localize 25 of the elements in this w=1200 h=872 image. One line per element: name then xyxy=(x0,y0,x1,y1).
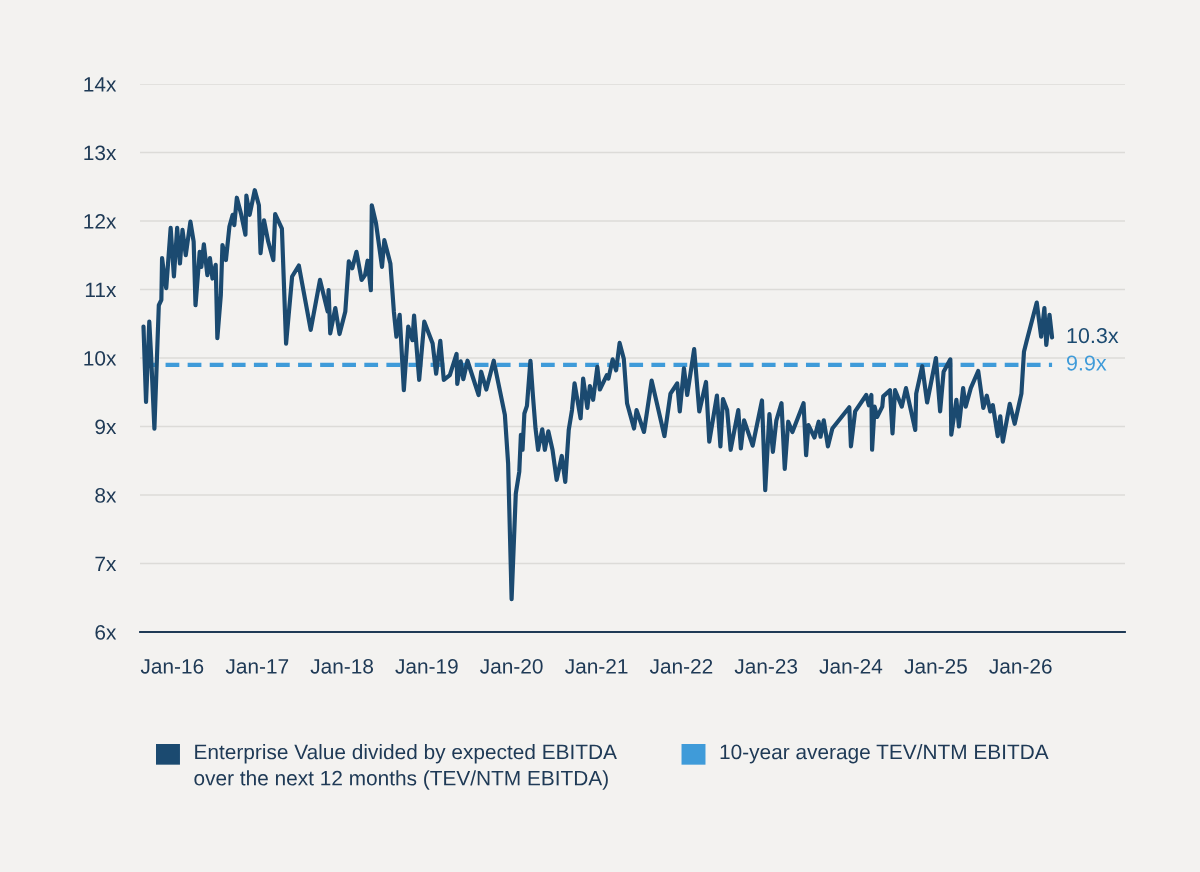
x-tick-label: Jan-24 xyxy=(819,658,883,674)
legend-label: 10-year average TEV/NTM EBITDA xyxy=(720,744,1049,764)
x-tick-label: Jan-18 xyxy=(310,658,374,674)
x-tick-label: Jan-25 xyxy=(904,658,967,674)
x-tick-label: Jan-26 xyxy=(989,658,1052,674)
annotation: 10.3x xyxy=(1067,327,1119,344)
x-tick-label: Jan-21 xyxy=(565,658,628,674)
annotation: 9.9x xyxy=(1066,355,1107,371)
y-tick-label: 11x xyxy=(85,282,117,298)
y-tick-label: 6x xyxy=(95,625,117,640)
x-tick-label: Jan-17 xyxy=(225,659,289,674)
y-tick-label: 14x xyxy=(84,77,117,92)
y-tick-label: 7x xyxy=(95,556,117,572)
x-tick-label: Jan-20 xyxy=(480,658,543,674)
y-tick-label: 12x xyxy=(84,214,117,229)
x-tick-label: Jan-22 xyxy=(649,658,713,674)
y-tick-label: 9x xyxy=(95,419,117,435)
y-tick-label: 13x xyxy=(84,145,117,161)
line-series xyxy=(141,188,1055,602)
y-tick-label: 10x xyxy=(84,351,117,366)
legend-label: Enterprise Value divided by expected EBITDA over the next 12 months (TEV/NTM EBITDA) xyxy=(194,744,617,790)
x-tick-label: Jan-16 xyxy=(140,658,204,674)
x-tick-label: Jan-19 xyxy=(395,658,458,674)
y-tick-label: 8x xyxy=(95,488,117,503)
x-tick-label: Jan-23 xyxy=(734,658,798,674)
